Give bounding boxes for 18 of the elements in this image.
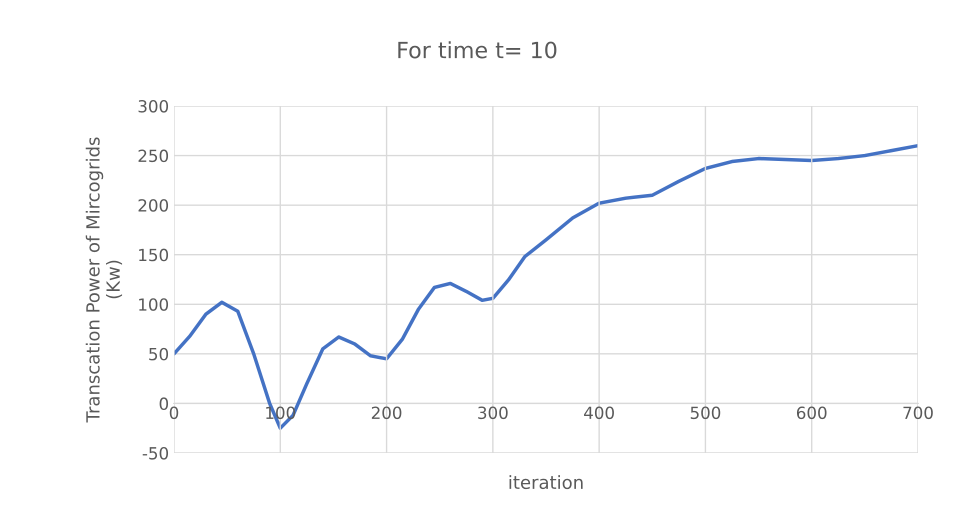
x-tick-label: 300 [478,406,508,420]
y-tick-label: 200 [138,199,168,212]
x-tick-label: 600 [796,406,827,420]
y-tick-label: 300 [138,100,168,113]
y-tick-label: 250 [138,150,168,162]
x-axis-title: iteration [510,475,583,490]
x-tick-label: 200 [372,406,402,420]
y-tick-label: -50 [142,446,168,460]
x-tick-label: 500 [690,406,720,420]
y-axis-title: Transcation Power of Mircogrids (Kw) [86,137,122,422]
x-tick-label: 0 [170,406,178,420]
chart-title: For time t= 10 [398,41,556,58]
x-tick-label: 400 [584,406,614,420]
y-tick-label: 50 [149,348,168,360]
x-tick-label: 700 [903,406,933,420]
y-tick-label: 0 [160,397,168,410]
y-tick-label: 100 [139,298,168,311]
y-tick-label: 150 [139,248,168,262]
